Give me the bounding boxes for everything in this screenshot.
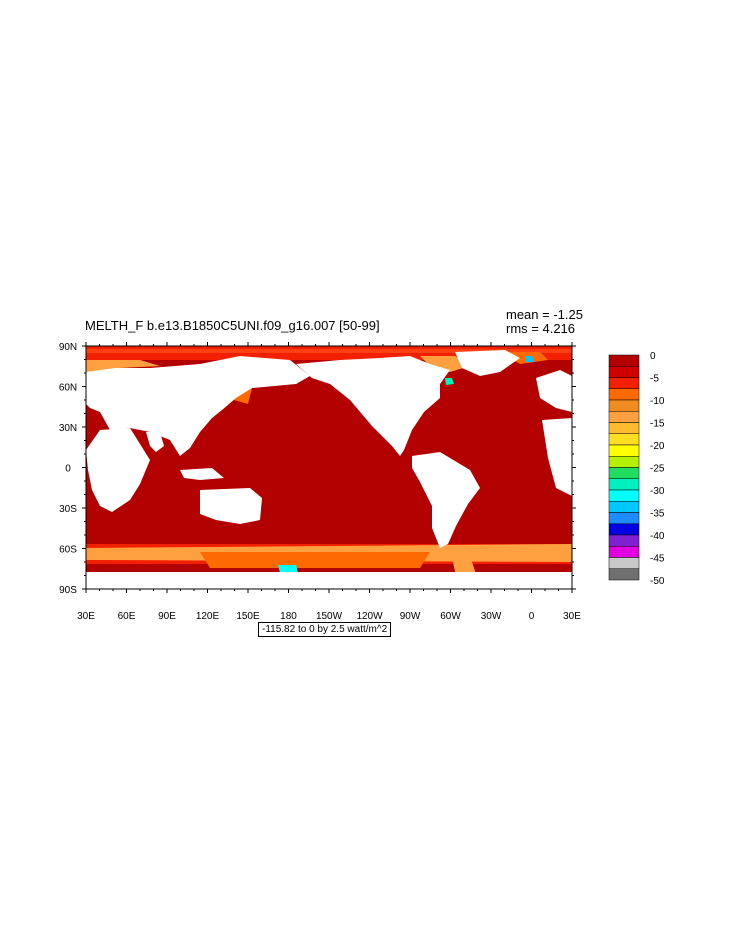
lon-tick-label: 0 — [529, 611, 535, 622]
lat-tick-label: 90N — [59, 342, 77, 353]
colorbar-box — [608, 557, 640, 569]
arctic-ice-canada — [420, 356, 470, 372]
colorbar: 0 -5 -10 -15 -20 -25 -30 -35 -40 -45 -50 — [608, 351, 665, 587]
india — [146, 432, 164, 452]
colorbar-box — [608, 478, 640, 491]
lon-tick-label: 150E — [236, 611, 260, 622]
lat-tick-label: 30S — [59, 504, 77, 515]
lon-tick-label: 30E — [77, 611, 95, 622]
north-america — [296, 356, 450, 456]
lon-tick-label: 90W — [400, 611, 421, 622]
ice-hotspot-2 — [445, 378, 454, 385]
weddell-ice — [452, 556, 476, 576]
arctic-band-inner — [86, 349, 572, 353]
colorbar-label: -5 — [650, 374, 659, 385]
lon-tick-label: 120E — [196, 611, 220, 622]
lon-tick-label: 60E — [118, 611, 136, 622]
colorbar-label: -35 — [650, 509, 665, 520]
lon-tick-label: 90E — [158, 611, 176, 622]
australia — [200, 488, 262, 524]
colorbar-label: -50 — [650, 576, 665, 587]
lon-tick-label: 60W — [440, 611, 461, 622]
south-america — [412, 452, 480, 548]
colorbar-box — [608, 377, 640, 389]
lat-tick-label: 60N — [59, 383, 77, 394]
colorbar-box — [608, 467, 640, 479]
colorbar-box — [608, 388, 640, 401]
colorbar-label: -45 — [650, 554, 665, 565]
colorbar-box — [608, 501, 640, 513]
colorbar-box — [608, 568, 640, 581]
maritime-continent — [180, 468, 224, 480]
greenland — [455, 350, 520, 376]
colorbar-label: -40 — [650, 531, 665, 542]
lat-tick-label: 60S — [59, 545, 77, 556]
colorbar-box — [608, 523, 640, 536]
map-axes: 90N 60N 30N 0 30S 60S 90S 30E 60E 90E 120E 150E 180 1… — [59, 342, 581, 622]
colorbar-box — [608, 534, 640, 547]
colorbar-label: -20 — [650, 441, 665, 452]
colorbar-box — [608, 433, 640, 446]
rms-value: rms = 4.216 — [506, 321, 576, 336]
lon-tick-label: 120W — [356, 611, 383, 622]
lon-tick-label: 30W — [481, 611, 502, 622]
colorbar-box — [608, 399, 640, 412]
colorbar-box — [608, 444, 640, 457]
colorbar-box — [608, 546, 640, 558]
lat-tick-label: 0 — [65, 464, 71, 475]
lon-tick-label: 30E — [563, 611, 581, 622]
eurasia — [86, 356, 310, 456]
colorbar-box — [608, 512, 640, 524]
europe-east — [536, 370, 572, 412]
lon-tick-label: 180 — [280, 611, 297, 622]
antarctica — [86, 572, 572, 589]
colorbar-box — [608, 366, 640, 378]
lat-tick-label: 90S — [59, 585, 77, 596]
africa — [86, 428, 150, 512]
colorbar-label: -30 — [650, 486, 665, 497]
contour-info-label: -115.82 to 0 by 2.5 watt/m^2 — [258, 622, 392, 637]
colorbar-box — [608, 489, 640, 502]
colorbar-box — [608, 422, 640, 434]
colorbar-box — [608, 354, 640, 367]
ice-hotspot-1 — [525, 356, 534, 362]
colorbar-label: -15 — [650, 419, 665, 430]
colorbar-box — [608, 456, 640, 468]
colorbar-box — [608, 411, 640, 423]
plot-title: MELTH_F b.e13.B1850C5UNI.f09_g16.007 [50… — [85, 318, 380, 333]
antarctic-band-west — [200, 552, 430, 568]
lat-tick-label: 30N — [59, 423, 77, 434]
map-panel — [86, 346, 572, 589]
mean-value: mean = -1.25 — [506, 307, 583, 322]
lon-tick-label: 150W — [316, 611, 343, 622]
colorbar-label: -10 — [650, 396, 665, 407]
colorbar-label: -25 — [650, 464, 665, 475]
ross-hotspot — [278, 565, 298, 573]
africa-east — [542, 418, 572, 496]
colorbar-label: 0 — [650, 351, 656, 362]
